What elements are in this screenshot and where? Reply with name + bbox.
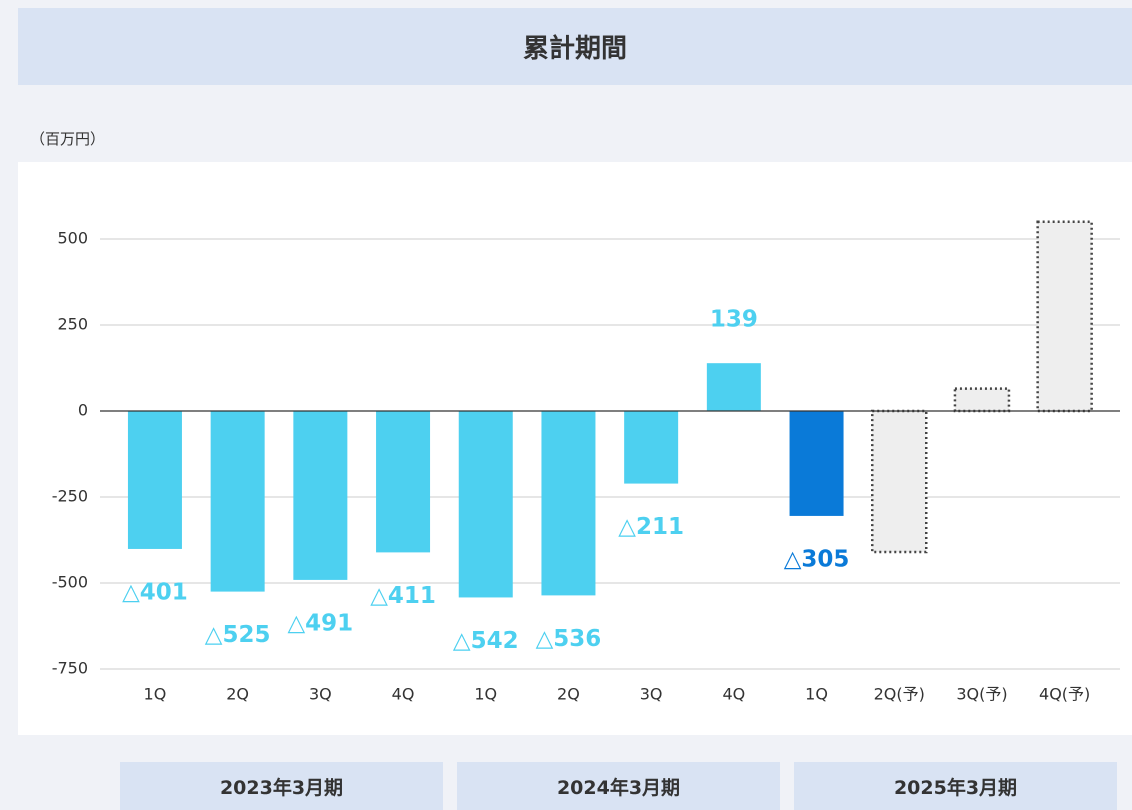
- x-tick-label: 3Q: [309, 685, 332, 704]
- period-label: 2023年3月期: [120, 762, 443, 810]
- x-tick-label: 2Q(予): [874, 685, 925, 704]
- period-label: 2024年3月期: [457, 762, 780, 810]
- x-tick-label: 4Q: [392, 685, 415, 704]
- y-tick-label: -750: [52, 659, 88, 678]
- bar: [624, 411, 679, 484]
- bar: [458, 411, 513, 598]
- x-tick-label: 4Q: [722, 685, 745, 704]
- value-label: △491: [287, 610, 353, 636]
- value-label: △211: [618, 514, 684, 540]
- x-tick-label: 2Q: [226, 685, 249, 704]
- x-tick-label: 3Q(予): [956, 685, 1007, 704]
- bar: [293, 411, 348, 580]
- bar: [541, 411, 596, 596]
- x-tick-label: 3Q: [640, 685, 663, 704]
- x-tick-label: 4Q(予): [1039, 685, 1090, 704]
- bar: [871, 409, 928, 554]
- value-label: △305: [784, 546, 850, 572]
- y-tick-label: 500: [57, 229, 88, 248]
- unit-label: （百万円）: [30, 130, 106, 148]
- x-tick-label: 2Q: [557, 685, 580, 704]
- bar: [210, 411, 265, 592]
- y-tick-label: -500: [52, 573, 88, 592]
- y-tick-label: 0: [78, 401, 88, 420]
- value-label: △542: [453, 628, 519, 654]
- bar: [127, 411, 182, 549]
- y-tick-label: -250: [52, 487, 88, 506]
- bar: [706, 363, 761, 411]
- x-tick-label: 1Q: [805, 685, 828, 704]
- value-label: △401: [122, 579, 188, 605]
- bar: [789, 411, 844, 516]
- header-title: 累計期間: [18, 8, 1132, 85]
- x-tick-label: 1Q: [474, 685, 497, 704]
- period-label: 2025年3月期: [794, 762, 1117, 810]
- x-tick-label: 1Q: [144, 685, 167, 704]
- bar: [953, 387, 1011, 413]
- value-label: △536: [536, 626, 602, 652]
- y-tick-label: 250: [57, 315, 88, 334]
- value-label: △411: [370, 583, 436, 609]
- value-label: △525: [205, 622, 271, 648]
- bar: [1036, 220, 1093, 413]
- bar: [376, 411, 431, 553]
- value-label: 139: [710, 307, 758, 333]
